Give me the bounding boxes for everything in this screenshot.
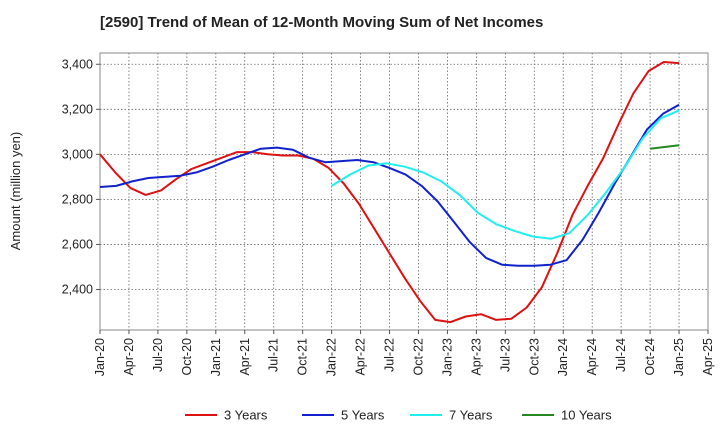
x-tick-label: Jul-21	[267, 338, 281, 372]
x-tick-label: Jul-23	[498, 338, 512, 372]
x-tick-label: Apr-20	[122, 338, 136, 376]
y-axis-ticks: 2,400 2,600 2,800 3,000 3,200 3,400	[62, 57, 100, 296]
y-tick-label: 3,000	[62, 147, 93, 161]
x-tick-label: Oct-23	[527, 338, 541, 376]
x-tick-label: Oct-21	[296, 338, 310, 376]
x-tick-label: Jul-22	[383, 338, 397, 372]
gridlines	[100, 53, 708, 330]
x-axis-ticks: Jan-20 Apr-20 Jul-20 Oct-20 Jan-21 Apr-21 Jul-…	[93, 330, 715, 376]
x-tick-label: Oct-24	[643, 338, 657, 376]
legend-label: 7 Years	[449, 408, 493, 423]
y-tick-label: 3,400	[62, 57, 93, 71]
legend: 3 Years 5 Years 7 Years 10 Years	[185, 408, 612, 423]
series-line-5-years	[99, 103, 680, 267]
x-tick-label: Jul-20	[151, 338, 165, 372]
x-tick-label: Jan-24	[556, 338, 570, 376]
x-tick-label: Apr-23	[469, 338, 483, 376]
series-lines	[99, 61, 680, 324]
plot-area	[99, 52, 709, 331]
series-line-3-years	[99, 61, 680, 324]
x-tick-label: Apr-22	[354, 338, 368, 376]
x-tick-label: Apr-24	[585, 338, 599, 376]
x-tick-label: Jan-20	[93, 338, 107, 376]
x-tick-label: Apr-21	[238, 338, 252, 376]
series-line-7-years	[331, 109, 680, 240]
series-line-10-years	[649, 144, 680, 150]
legend-label: 3 Years	[224, 408, 268, 423]
x-tick-label: Apr-25	[701, 338, 715, 376]
y-tick-label: 2,600	[62, 237, 93, 251]
x-tick-label: Oct-22	[411, 338, 425, 376]
legend-label: 10 Years	[561, 408, 612, 423]
legend-label: 5 Years	[341, 408, 385, 423]
y-tick-label: 3,200	[62, 102, 93, 116]
x-tick-label: Jul-24	[614, 338, 628, 372]
y-axis-title: Amount (million yen)	[8, 132, 23, 251]
x-tick-label: Jan-23	[440, 338, 454, 376]
x-tick-label: Oct-20	[180, 338, 194, 376]
chart-title: [2590] Trend of Mean of 12-Month Moving …	[100, 14, 544, 31]
y-tick-label: 2,800	[62, 192, 93, 206]
x-tick-label: Jan-21	[209, 338, 223, 376]
x-tick-label: Jan-22	[325, 338, 339, 376]
y-tick-label: 2,400	[62, 282, 93, 296]
x-tick-label: Jan-25	[672, 338, 686, 376]
